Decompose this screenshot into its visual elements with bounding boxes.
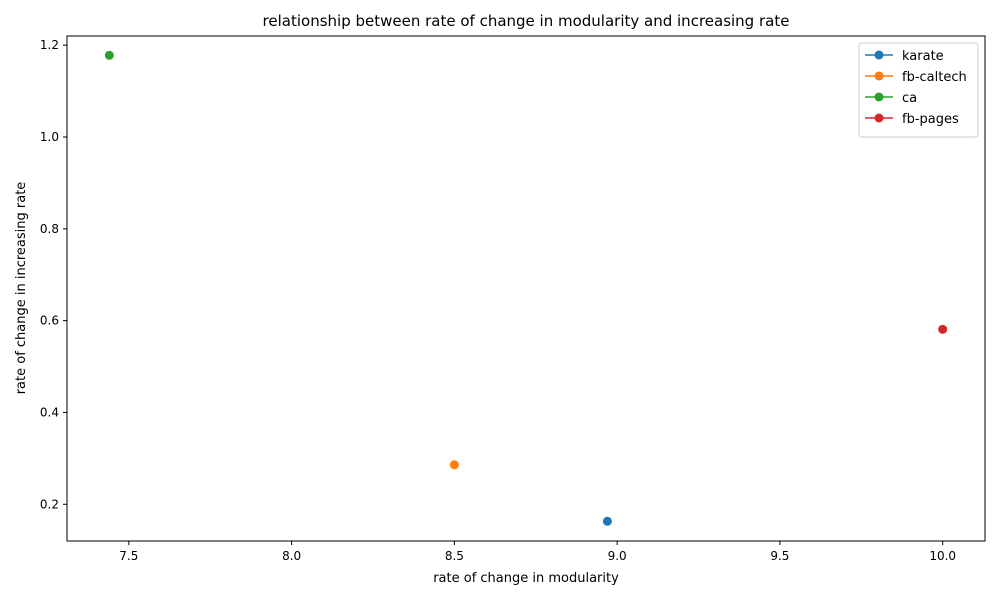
y-axis: 0.2 0.4 0.6 0.8 1.0 1.2: [40, 38, 67, 511]
legend-marker-karate: [874, 50, 884, 60]
data-point-ca: [104, 50, 114, 60]
legend-label-ca: ca: [902, 91, 917, 106]
x-tick-label: 7.5: [119, 549, 138, 563]
legend-label-fb-pages: fb-pages: [902, 112, 959, 127]
x-tick-label: 8.0: [282, 549, 301, 563]
x-tick-label: 9.5: [770, 549, 789, 563]
y-axis-label: rate of change in increasing rate: [14, 182, 29, 395]
chart-title: relationship between rate of change in m…: [263, 12, 790, 30]
y-tick-label: 1.0: [40, 130, 59, 144]
x-axis: 7.5 8.0 8.5 9.0 9.5 10.0: [119, 541, 956, 563]
legend-label-karate: karate: [902, 49, 944, 64]
plot-area: [66, 35, 986, 542]
legend-marker-fb-caltech: [874, 71, 884, 81]
legend-marker-fb-pages: [874, 113, 884, 123]
y-tick-label: 0.8: [40, 222, 59, 236]
x-tick-label: 10.0: [929, 549, 956, 563]
x-tick-label: 8.5: [445, 549, 464, 563]
data-point-fb-pages: [938, 324, 948, 334]
y-tick-label: 1.2: [40, 38, 59, 52]
legend-box: [858, 42, 979, 138]
legend-marker-ca: [874, 92, 884, 102]
y-tick-label: 0.2: [40, 497, 59, 511]
data-point-fb-caltech: [449, 460, 459, 470]
legend: karate fb-caltech ca fb-pages: [858, 42, 979, 138]
y-tick-label: 0.4: [40, 405, 59, 419]
y-tick-label: 0.6: [40, 314, 59, 328]
x-tick-label: 9.0: [608, 549, 627, 563]
legend-label-fb-caltech: fb-caltech: [902, 70, 967, 85]
x-axis-label: rate of change in modularity: [433, 571, 619, 586]
data-point-karate: [602, 516, 612, 526]
data-series: [104, 50, 948, 526]
